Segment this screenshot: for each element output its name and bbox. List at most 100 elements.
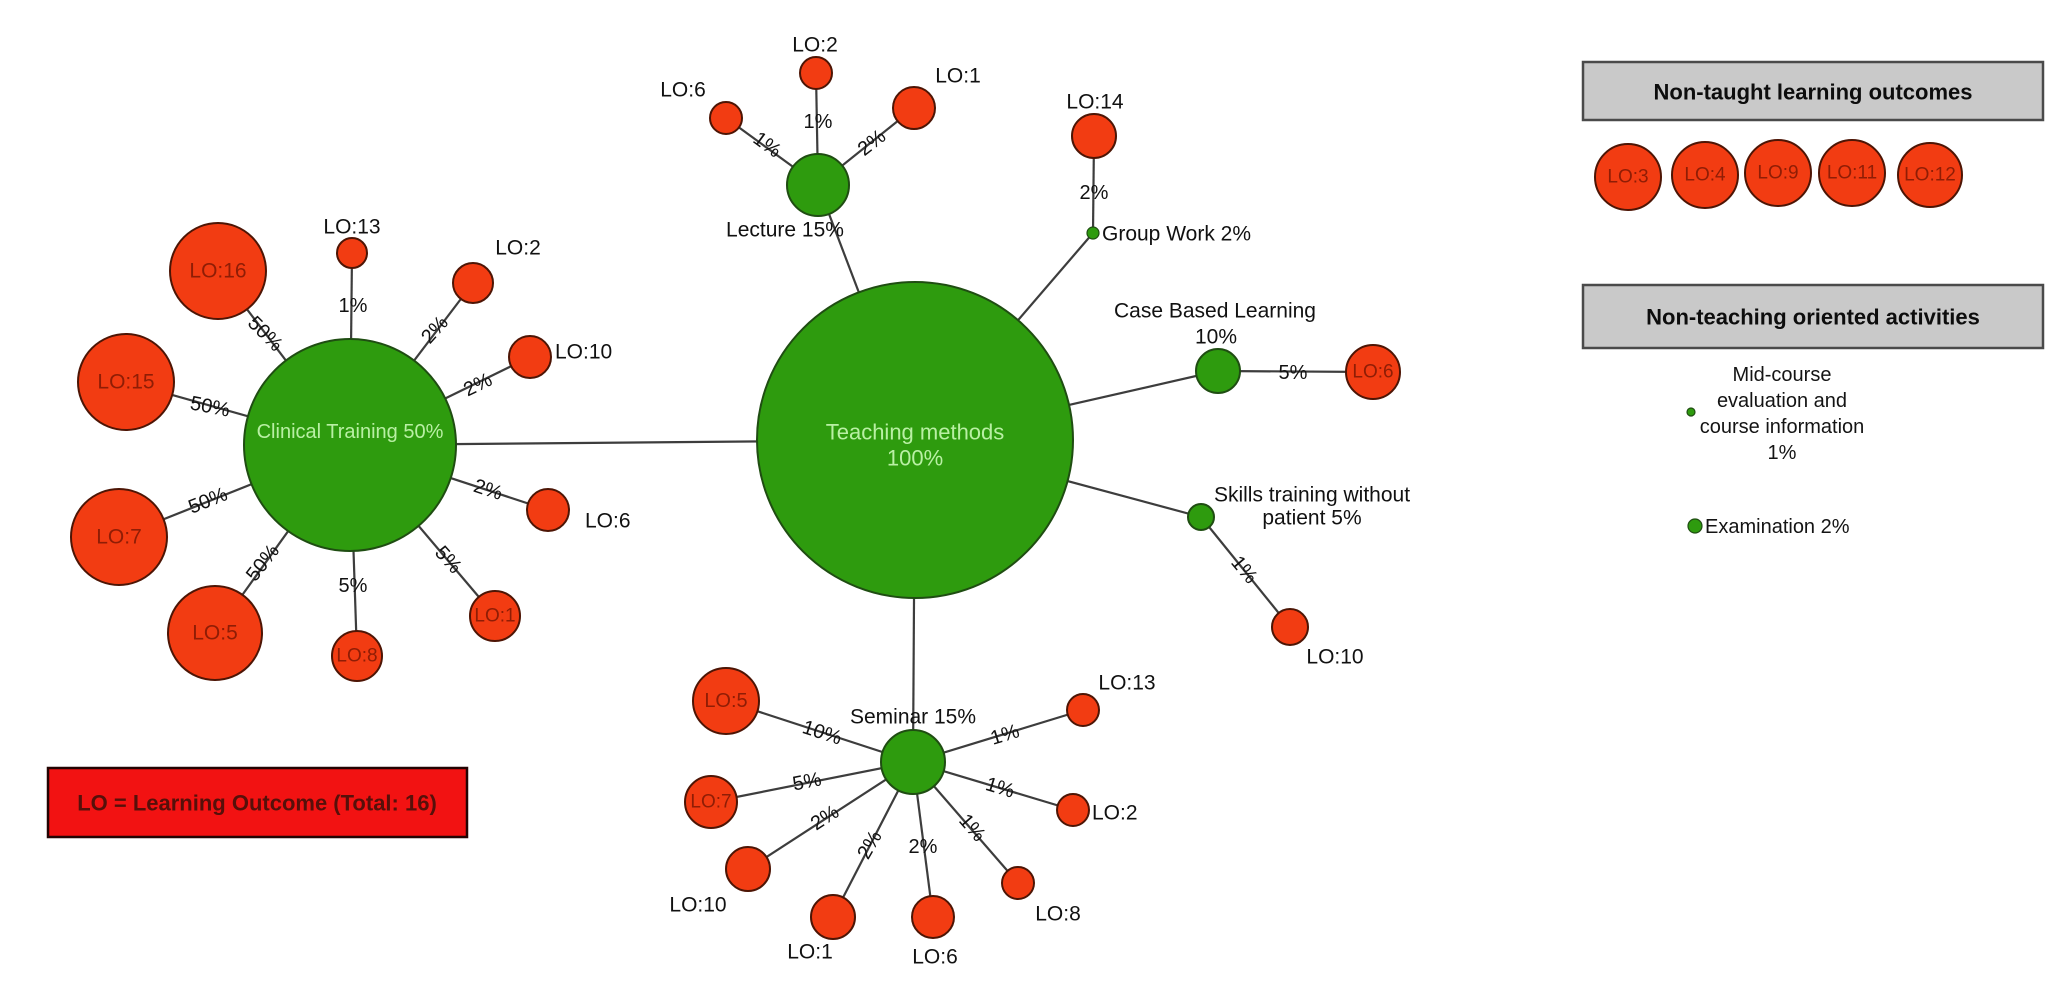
node-sem-lo7 [684, 775, 738, 829]
node-cl-lo10 [508, 335, 552, 379]
float-label-14: LO:6 [585, 510, 631, 533]
node-leg-lo12-label: LO:12 [1904, 165, 1956, 186]
float-label-20: LO:2 [1092, 802, 1138, 825]
node-sem-lo10 [725, 846, 771, 892]
node-leg-lo4-label: LO:4 [1684, 165, 1726, 186]
node-leg-exam-dot [1687, 518, 1703, 534]
node-cl-lo8-label: LO:8 [336, 646, 377, 667]
edge-label-16: 10% [800, 716, 845, 749]
edge-label-3: 2% [1080, 182, 1109, 204]
float-label-13: LO:10 [555, 341, 612, 364]
edge-label-14: 5% [339, 575, 368, 597]
node-sem-lo5-label: LO:5 [704, 690, 747, 712]
node-sem-lo7-label: LO:7 [690, 792, 731, 813]
non-taught-panel-title: Non-taught learning outcomes [1654, 80, 1973, 105]
edge-label-7: 1% [339, 295, 368, 317]
node-sem-lo2 [1056, 793, 1090, 827]
non-taught-panel: Non-taught learning outcomes [1581, 60, 2045, 122]
float-label-19: LO:8 [1035, 903, 1081, 926]
node-teaching [756, 281, 1074, 599]
float-label-9: patient 5% [1262, 507, 1361, 530]
node-leg-lo9 [1744, 139, 1812, 207]
edge-label-22: 1% [983, 773, 1017, 803]
node-sem-lo6 [911, 895, 955, 939]
node-seminar [880, 729, 946, 795]
node-clinical [243, 338, 457, 552]
node-teaching-label: Teaching methods [826, 420, 1005, 445]
edge-label-19: 2% [853, 827, 887, 863]
float-label-1: LO:2 [792, 34, 838, 57]
mid-course-line-3: course information [1700, 416, 1865, 438]
float-label-5: Group Work 2% [1102, 223, 1251, 246]
float-label-0: LO:6 [660, 79, 706, 102]
float-label-6: Case Based Learning [1114, 300, 1316, 323]
node-cl-lo6 [526, 488, 570, 532]
node-sem-lo1 [810, 894, 856, 940]
non-taught-panel-box [1581, 60, 2045, 122]
float-label-8: Skills training without [1214, 484, 1410, 507]
edge-seminar-sem-lo7 [710, 760, 914, 804]
node-leg-mid-dot [1686, 407, 1696, 417]
edge-label-12: 50% [185, 483, 231, 518]
node-leg-lo4 [1671, 141, 1739, 209]
non-teaching-panel-title: Non-teaching oriented activities [1646, 305, 1980, 330]
node-cl-lo15-label: LO:15 [97, 371, 154, 394]
node-cl-lo7 [70, 488, 168, 586]
examination-label: Examination 2% [1705, 516, 1850, 538]
node-cl-lo8 [331, 630, 383, 682]
node-leg-lo11-label: LO:11 [1827, 163, 1877, 184]
edge-label-10: 50% [188, 392, 232, 421]
node-lo14 [1071, 113, 1117, 159]
node-lecture [786, 153, 850, 217]
node-cl-lo5 [167, 585, 263, 681]
node-clinical-label: Clinical Training 50% [257, 421, 444, 443]
float-label-2: LO:1 [935, 65, 981, 88]
node-sk-lo10 [1271, 608, 1309, 646]
node-leg-lo3-label: LO:3 [1607, 167, 1648, 188]
edge-skills-dot-sk-lo10 [1200, 516, 1291, 628]
node-cl-lo16-label: LO:16 [189, 260, 246, 283]
mid-course-line-1: Mid-course [1733, 364, 1832, 386]
node-lec-lo1 [892, 86, 936, 130]
edge-label-9: 2% [460, 369, 496, 402]
edge-label-6: 50% [243, 312, 287, 356]
float-label-7: 10% [1195, 326, 1237, 349]
lo-note: LO = Learning Outcome (Total: 16) [46, 766, 469, 839]
node-cl-lo2 [452, 262, 494, 304]
mid-course-line-2: evaluation and [1717, 390, 1847, 412]
float-label-4: Lecture 15% [726, 219, 844, 242]
node-skills-dot [1187, 503, 1215, 531]
node-cbl [1195, 348, 1241, 394]
node-groupwork-dot [1086, 226, 1100, 240]
edge-label-11: 2% [471, 475, 505, 505]
float-label-10: LO:10 [1306, 646, 1363, 669]
node-cl-lo1 [469, 590, 521, 642]
node-cl-lo1-label: LO:1 [474, 606, 515, 627]
node-cl-lo15 [77, 333, 175, 431]
float-label-16: LO:10 [669, 894, 726, 917]
edge-label-18: 2% [807, 801, 843, 835]
node-cl-lo7-label: LO:7 [96, 526, 142, 549]
non-teaching-panel: Non-teaching oriented activities Mid-cou… [1581, 283, 2045, 538]
float-label-12: LO:2 [495, 237, 541, 260]
node-cl-lo16 [169, 222, 267, 320]
lo-note-box [46, 766, 469, 839]
node-lec-lo2 [799, 56, 833, 90]
node-sem-lo8 [1001, 866, 1035, 900]
node-leg-lo3 [1594, 143, 1662, 211]
node-leg-lo9-label: LO:9 [1757, 163, 1798, 184]
float-label-21: LO:13 [1098, 672, 1155, 695]
node-leg-lo12 [1897, 142, 1963, 208]
float-label-11: LO:13 [323, 216, 380, 239]
float-label-17: LO:1 [787, 941, 833, 964]
node-lec-lo6 [709, 101, 743, 135]
node-cbl-lo6-label: LO:6 [1352, 362, 1393, 383]
mid-course-line-4: 1% [1768, 442, 1797, 464]
node-teaching-label: 100% [887, 446, 943, 471]
node-cl-lo5-label: LO:5 [192, 622, 238, 645]
lo-note-text: LO = Learning Outcome (Total: 16) [77, 791, 437, 816]
node-sem-lo13 [1066, 693, 1100, 727]
